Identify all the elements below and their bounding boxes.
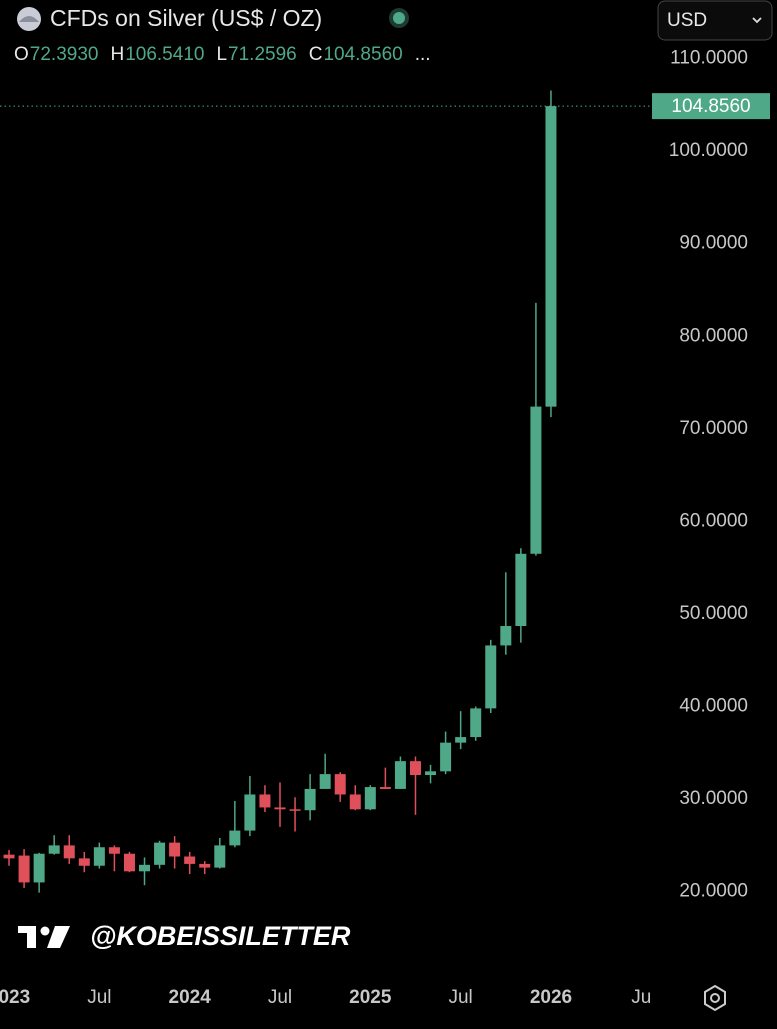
candle-body bbox=[18, 855, 30, 883]
last-price-tag bbox=[652, 93, 770, 120]
candle-body bbox=[545, 106, 557, 407]
candle-body bbox=[244, 794, 256, 831]
last-price-label: 104.8560 bbox=[671, 96, 750, 117]
y-tick-label: 40.0000 bbox=[679, 696, 748, 717]
candle-body bbox=[485, 645, 497, 709]
ohlc-label: O bbox=[14, 44, 29, 65]
candle-body bbox=[289, 809, 301, 811]
candle-body bbox=[214, 845, 226, 868]
logo-part bbox=[40, 926, 50, 936]
candle-body bbox=[349, 794, 361, 810]
candle-body bbox=[394, 761, 406, 789]
candle-body bbox=[379, 787, 391, 789]
ohlc-value: 104.8560 bbox=[323, 44, 402, 65]
candle-body bbox=[304, 788, 316, 811]
y-tick-label: 30.0000 bbox=[679, 788, 748, 809]
x-tick-label: 2025 bbox=[349, 987, 392, 1008]
candle-body bbox=[154, 842, 166, 865]
x-tick-label: Jul bbox=[268, 987, 292, 1008]
dropdown-chevron[interactable] bbox=[752, 17, 762, 24]
y-tick-label: 100.0000 bbox=[669, 140, 748, 161]
candle-body bbox=[455, 737, 467, 743]
candle-body bbox=[425, 771, 437, 776]
ohlc-more: ... bbox=[415, 44, 431, 65]
settings-core[interactable] bbox=[710, 993, 720, 1003]
y-tick-label: 80.0000 bbox=[679, 325, 748, 346]
y-tick-label: 50.0000 bbox=[679, 603, 748, 624]
candle-body bbox=[500, 625, 512, 646]
settings-hex[interactable] bbox=[704, 984, 726, 1012]
status-dot bbox=[393, 12, 405, 24]
logo-part bbox=[47, 926, 70, 948]
ohlc-label: C bbox=[309, 44, 323, 65]
watermark: @KOBEISSILETTER bbox=[90, 921, 351, 951]
candle-body bbox=[169, 842, 181, 857]
candle-body bbox=[515, 553, 527, 626]
candle-body bbox=[319, 774, 331, 789]
symbol-icon-shape bbox=[19, 16, 39, 22]
candle-body bbox=[274, 807, 286, 810]
x-tick-label: 2023 bbox=[0, 987, 30, 1008]
candle-body bbox=[259, 794, 271, 808]
candle-body bbox=[123, 853, 135, 872]
candle-body bbox=[139, 864, 151, 872]
y-tick-label: 20.0000 bbox=[679, 881, 748, 902]
candle-body bbox=[199, 863, 211, 868]
candle-body bbox=[334, 774, 346, 795]
candle-body bbox=[530, 406, 542, 554]
candle-body bbox=[364, 787, 376, 810]
candle-body bbox=[63, 845, 75, 859]
candle-body bbox=[184, 856, 196, 864]
candle-body bbox=[33, 853, 45, 883]
candle-body bbox=[440, 742, 452, 772]
ohlc-value: 71.2596 bbox=[228, 44, 297, 65]
candle-body bbox=[470, 708, 482, 738]
ohlc-value: 106.5410 bbox=[125, 44, 204, 65]
ohlc-label: L bbox=[216, 44, 227, 65]
ohlc-value: 72.3930 bbox=[30, 44, 99, 65]
candle-body bbox=[48, 845, 60, 854]
logo bbox=[18, 926, 70, 948]
x-tick-label: Jul bbox=[87, 987, 111, 1008]
y-tick-label: 60.0000 bbox=[679, 510, 748, 531]
x-tick-label: Ju bbox=[631, 987, 651, 1008]
currency-label[interactable]: USD bbox=[667, 10, 707, 31]
ohlc-label: H bbox=[110, 44, 124, 65]
x-tick-label: 2024 bbox=[169, 987, 212, 1008]
candle-body bbox=[78, 858, 90, 866]
candle-body bbox=[108, 847, 120, 854]
logo-part bbox=[27, 926, 36, 948]
y-tick-label: 110.0000 bbox=[670, 48, 748, 69]
currency-button[interactable] bbox=[657, 0, 773, 41]
candle-body bbox=[3, 854, 15, 859]
y-tick-label: 70.0000 bbox=[679, 418, 748, 439]
candle-body bbox=[93, 847, 105, 866]
settings-icon[interactable] bbox=[704, 984, 726, 1012]
chart-title: CFDs on Silver (US$ / OZ) bbox=[50, 5, 322, 31]
x-tick-label: Jul bbox=[448, 987, 472, 1008]
x-tick-label: 2026 bbox=[530, 987, 572, 1008]
candle-body bbox=[409, 761, 421, 776]
candle-body bbox=[229, 830, 241, 846]
y-tick-label: 90.0000 bbox=[679, 233, 748, 254]
